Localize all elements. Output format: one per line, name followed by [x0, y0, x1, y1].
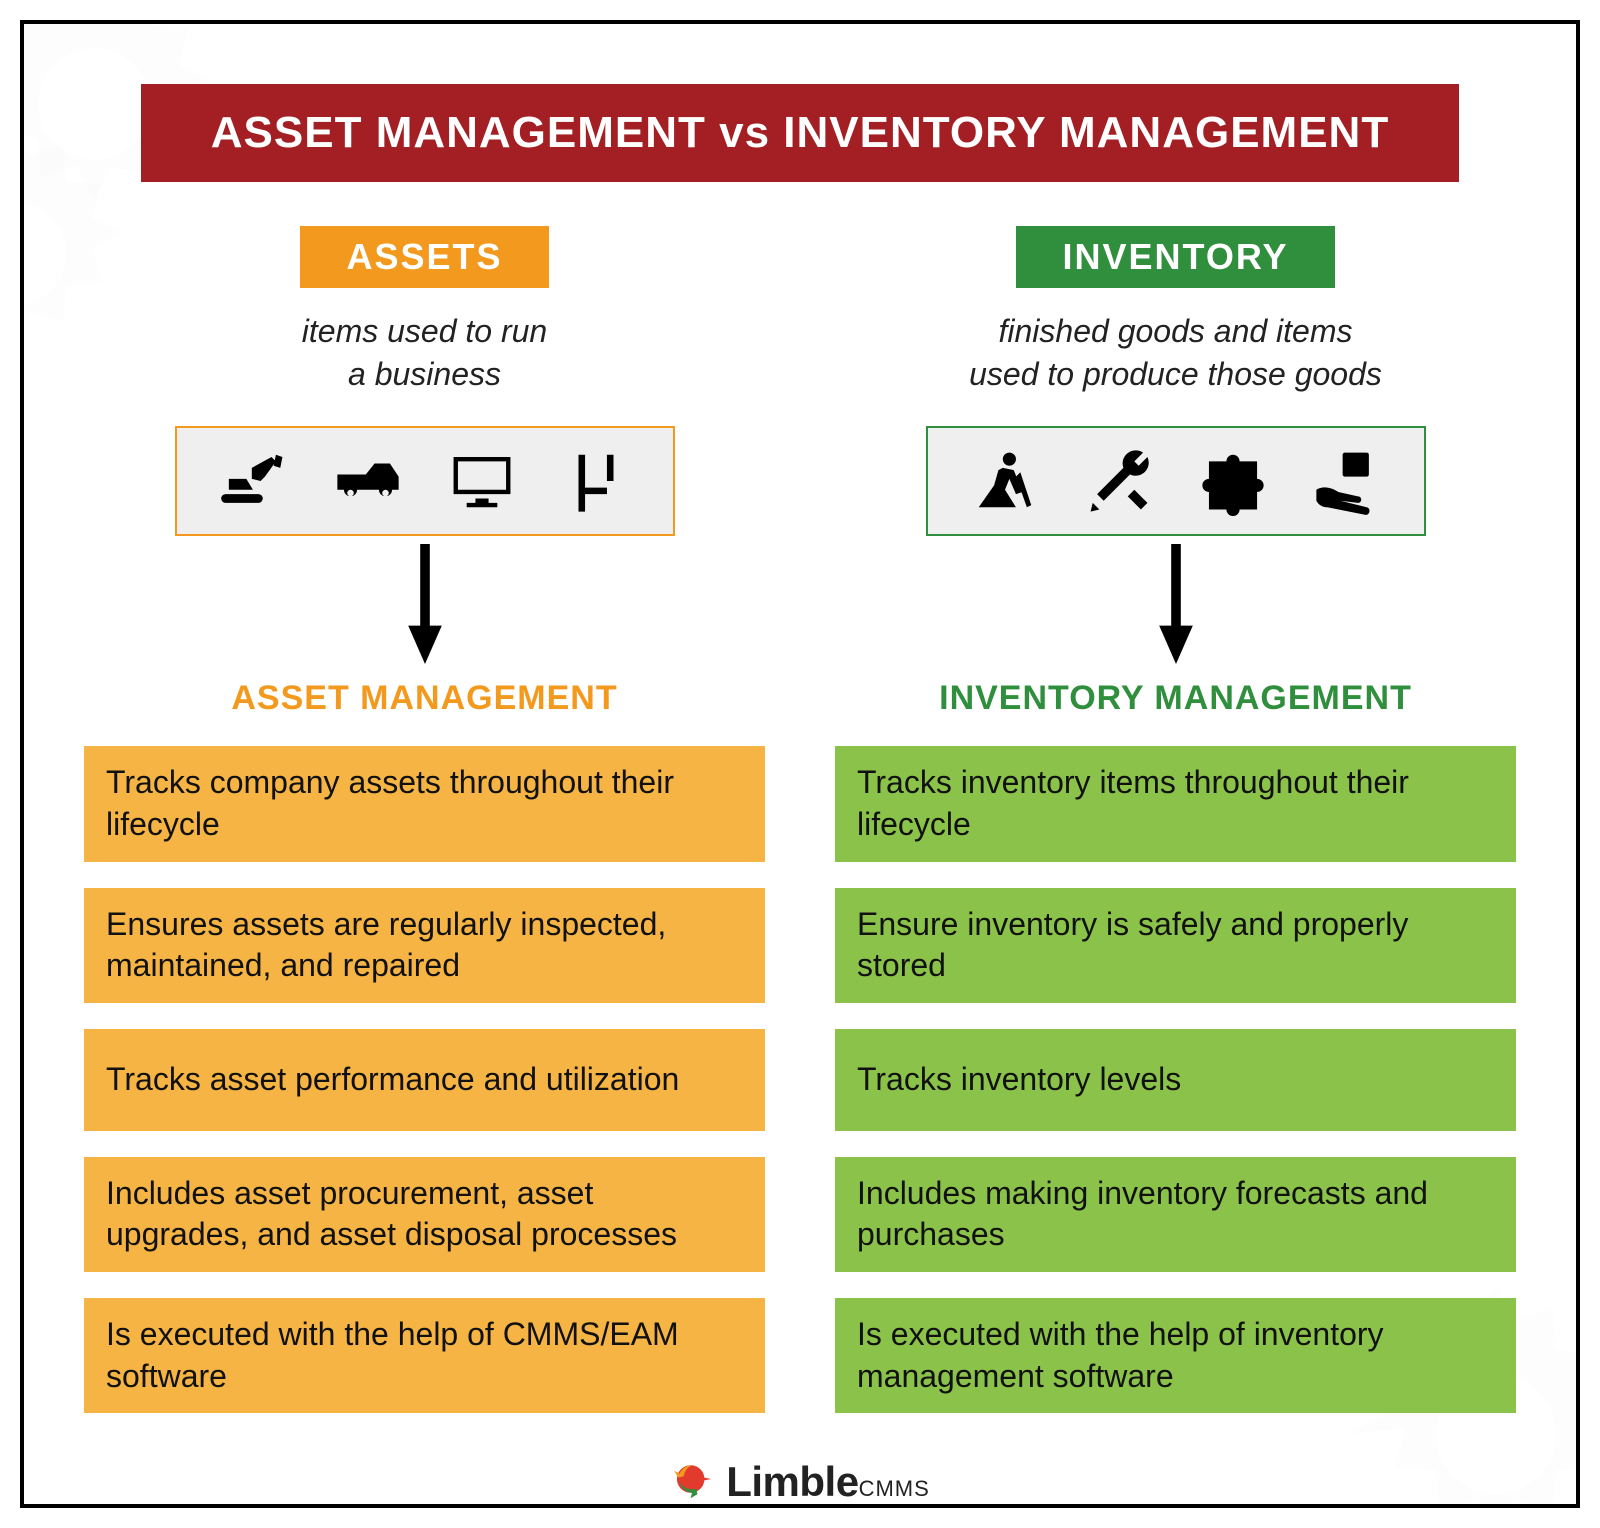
- arrow-down-icon: [1151, 544, 1201, 669]
- hand-box-icon: [1308, 442, 1386, 520]
- inventory-item: Includes making inventory forecasts and …: [835, 1157, 1516, 1272]
- inventory-subtitle: finished goods and items used to produce…: [969, 310, 1382, 396]
- limble-logo-icon: [670, 1457, 714, 1506]
- excavator-icon: [215, 442, 293, 520]
- inventory-pill: INVENTORY: [1016, 226, 1334, 288]
- assets-pill: ASSETS: [300, 226, 548, 288]
- inventory-item: Tracks inventory levels: [835, 1029, 1516, 1131]
- inventory-item: Is executed with the help of inventory m…: [835, 1298, 1516, 1413]
- chair-icon: [557, 442, 635, 520]
- inventory-column: INVENTORY finished goods and items used …: [835, 226, 1516, 1413]
- comparison-columns: ASSETS items used to run a business: [84, 226, 1516, 1413]
- asset-management-label: ASSET MANAGEMENT: [231, 679, 617, 718]
- inventory-management-label: INVENTORY MANAGEMENT: [939, 679, 1412, 718]
- asset-item: Tracks asset performance and utilization: [84, 1029, 765, 1131]
- wrench-icon: [1080, 442, 1158, 520]
- infographic-frame: ASSET MANAGEMENT vs INVENTORY MANAGEMENT…: [20, 20, 1580, 1508]
- asset-item: Includes asset procurement, asset upgrad…: [84, 1157, 765, 1272]
- brand-name: Limble: [726, 1458, 858, 1505]
- inventory-item: Ensure inventory is safely and properly …: [835, 888, 1516, 1003]
- truck-icon: [329, 442, 407, 520]
- inventory-items-list: Tracks inventory items throughout their …: [835, 746, 1516, 1413]
- inventory-icon-box: [926, 426, 1426, 536]
- worker-icon: [966, 442, 1044, 520]
- brand-text: LimbleCMMS: [726, 1458, 930, 1506]
- asset-item: Tracks company assets throughout their l…: [84, 746, 765, 861]
- inventory-item: Tracks inventory items throughout their …: [835, 746, 1516, 861]
- assets-subtitle: items used to run a business: [302, 310, 547, 396]
- asset-item: Ensures assets are regularly inspected, …: [84, 888, 765, 1003]
- asset-items-list: Tracks company assets throughout their l…: [84, 746, 765, 1413]
- assets-icon-box: [175, 426, 675, 536]
- page-title: ASSET MANAGEMENT vs INVENTORY MANAGEMENT: [141, 84, 1458, 182]
- assets-column: ASSETS items used to run a business: [84, 226, 765, 1413]
- puzzle-icon: [1194, 442, 1272, 520]
- asset-item: Is executed with the help of CMMS/EAM so…: [84, 1298, 765, 1413]
- brand-suffix: CMMS: [859, 1476, 930, 1501]
- monitor-icon: [443, 442, 521, 520]
- arrow-down-icon: [400, 544, 450, 669]
- footer-brand: LimbleCMMS: [84, 1457, 1516, 1506]
